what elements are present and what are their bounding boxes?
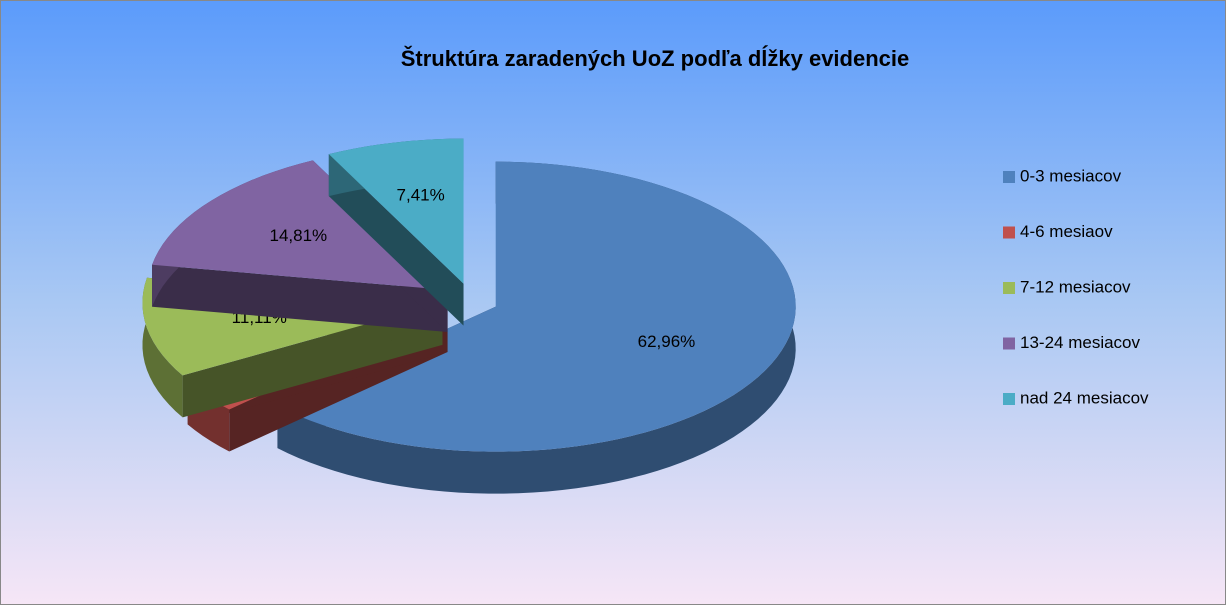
pie: 62,96%3,70%11,11%14,81%7,41% [142, 138, 796, 494]
legend-swatch [1003, 226, 1015, 239]
legend-swatch [1003, 393, 1015, 405]
legend-label: 7-12 mesiacov [1020, 277, 1131, 296]
data-label: 62,96% [638, 332, 696, 351]
slice [277, 161, 796, 452]
legend-swatch [1003, 282, 1015, 294]
legend-swatch [1003, 337, 1015, 350]
slice [328, 138, 464, 284]
chart-title: Štruktúra zaradených UoZ podľa dĺžky evi… [401, 45, 910, 71]
slice-side [277, 161, 796, 494]
slice-side [142, 277, 183, 418]
legend-label: nad 24 mesiacov [1020, 388, 1149, 407]
slice [152, 160, 448, 290]
legend-label: 13-24 mesiacov [1020, 333, 1141, 352]
legend-label: 0-3 mesiacov [1020, 166, 1122, 185]
slice-group [328, 138, 464, 326]
slice-side [328, 154, 464, 326]
legend-label: 4-6 mesiaov [1020, 222, 1113, 241]
data-label: 14,81% [269, 226, 327, 245]
legend-swatch [1003, 171, 1015, 183]
slice-side [152, 264, 448, 332]
legend: 0-3 mesiacov 4-6 mesiaov 7-12 mesiacov 13-2… [1003, 166, 1149, 407]
data-label: 7,41% [397, 186, 445, 205]
